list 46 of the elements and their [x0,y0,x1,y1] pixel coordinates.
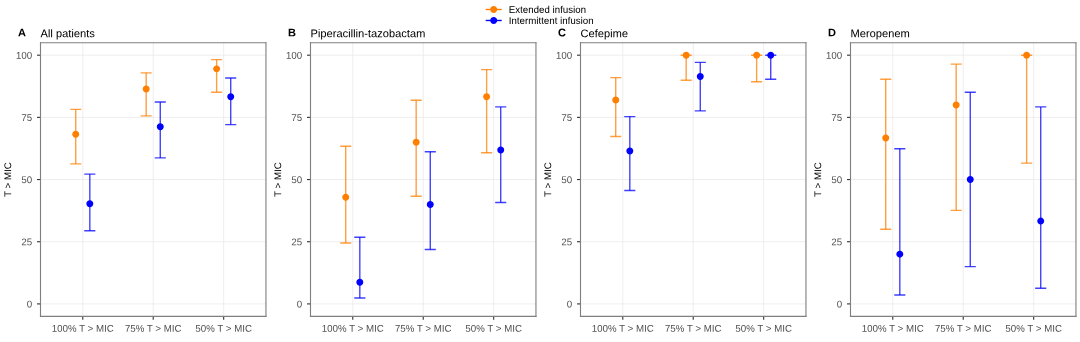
text: D [828,28,836,37]
x-tick-label: 50% T > MIC [195,324,252,332]
y-tick-label: 50 [21,176,32,184]
x-tick-label: 50% T > MIC [1005,324,1062,332]
x-tick-label: 100% T > MIC [322,324,384,332]
x-tick-label: 100% T > MIC [52,324,114,332]
chart-title: All patients [40,29,95,40]
y-tick-label: 25 [561,238,572,246]
y-tick-label: 0 [567,300,572,308]
y-tick-label: 0 [297,300,302,308]
y-tick-label: 75 [561,114,572,121]
legend-label: Intermittent infusion [509,16,593,24]
x-tick-label: 75% T > MIC [665,324,722,332]
y-tick-label: 100 [286,51,302,59]
legend-label: Extended infusion [509,5,586,13]
y-axis-title: T > MIC [4,162,12,197]
y-tick-label: 25 [291,238,302,246]
x-tick-label: 75% T > MIC [935,324,992,332]
y-axis-title: T > MIC [544,162,552,197]
text: C [558,28,566,37]
y-tick-label: 75 [291,114,302,121]
y-tick-label: 0 [837,300,842,308]
y-axis-title: T > MIC [814,162,822,197]
y-tick-label: 100 [556,51,572,59]
text: B [288,28,296,37]
x-tick-label: 100% T > MIC [862,324,924,332]
chart-title: Piperacillin-tazobactam [311,29,425,40]
y-tick-label: 25 [21,238,32,246]
y-tick-label: 50 [291,176,302,184]
text: A [18,28,26,37]
y-tick-label: 100 [826,51,842,59]
x-tick-label: 100% T > MIC [592,324,654,332]
y-tick-label: 75 [21,114,32,121]
x-tick-label: 50% T > MIC [735,324,792,332]
x-tick-label: 75% T > MIC [125,324,182,332]
y-tick-label: 25 [831,238,842,246]
chart-title: Cefepime [581,29,628,40]
y-tick-label: 50 [561,176,572,184]
y-axis-title: T > MIC [274,162,282,197]
y-tick-label: 75 [831,114,842,121]
chart-title: Meropenem [851,29,910,40]
y-tick-label: 50 [831,176,842,184]
y-tick-label: 0 [27,300,32,308]
x-tick-label: 50% T > MIC [465,324,522,332]
y-tick-label: 100 [16,51,32,59]
x-tick-label: 75% T > MIC [395,324,452,332]
